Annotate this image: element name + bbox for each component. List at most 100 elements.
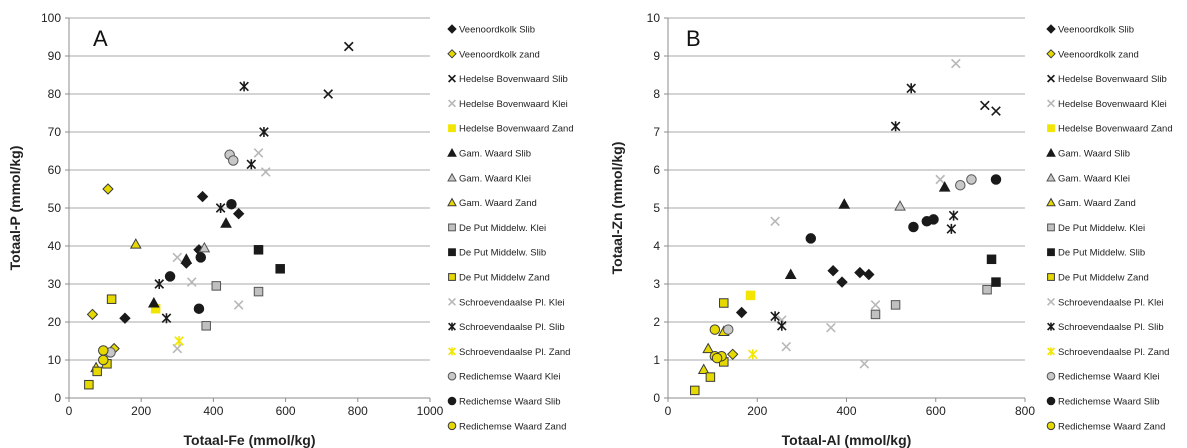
data-point [982, 284, 992, 295]
data-point [711, 352, 723, 364]
legend-marker [1047, 223, 1055, 232]
legend-marker [1047, 273, 1055, 281]
panel-letter: A [93, 26, 108, 51]
legend-marker [1046, 147, 1056, 157]
x-tick-label: 400 [836, 404, 856, 418]
x-tick-label: 200 [747, 404, 767, 418]
data-point [129, 238, 142, 249]
data-point [990, 174, 1002, 185]
y-tick-label: 4 [653, 239, 660, 253]
data-point [870, 300, 881, 310]
legend-label: Hedelse Bovenwaard Slib [1058, 74, 1167, 85]
y-tick-label: 10 [48, 353, 62, 367]
y-tick-label: 0 [54, 391, 61, 405]
x-tick-label: 800 [348, 404, 368, 418]
legend-label: Schroevendaalse Pl. Zand [459, 347, 570, 358]
legend-label: Redichemse Waard Slib [459, 397, 561, 408]
data-point [215, 203, 226, 213]
y-tick-label: 1 [653, 353, 660, 367]
data-point [726, 348, 739, 361]
legend-label: Schroevendaalse Pl. Slib [459, 322, 565, 333]
data-point [838, 198, 851, 209]
data-point [722, 324, 734, 335]
data-point [890, 121, 901, 132]
data-point [198, 241, 211, 253]
legend-label: Gam. Waard Slib [459, 149, 531, 160]
data-point [921, 216, 933, 227]
y-tick-label: 10 [647, 11, 661, 25]
data-point [870, 309, 881, 320]
y-tick-label: 2 [653, 315, 660, 329]
data-point [98, 354, 109, 366]
data-point [938, 181, 951, 192]
data-point [253, 286, 264, 297]
x-tick-label: 400 [203, 404, 223, 418]
data-point [805, 233, 817, 244]
legend-label: De Put Middelw. Klei [1058, 223, 1145, 234]
legend-marker [1046, 197, 1056, 207]
legend-label: Redichemse Waard Klei [1058, 372, 1160, 383]
y-tick-label: 3 [653, 277, 660, 291]
legend-marker [448, 74, 456, 83]
y-tick-label: 100 [41, 11, 61, 25]
y-tick-label: 7 [653, 125, 660, 139]
data-point [946, 223, 957, 234]
legend-label: Redichemse Waard Slib [1058, 397, 1160, 408]
legend-marker [1046, 49, 1056, 59]
data-point [226, 198, 237, 210]
legend-label: Gam. Waard Zand [1058, 198, 1136, 209]
data-point [991, 106, 1001, 116]
data-point [232, 207, 245, 220]
data-point [894, 200, 906, 211]
data-point [201, 321, 211, 331]
legend: Veenoordkolk Slib Veenoordkolk zand Hedels… [447, 24, 574, 432]
legend-label: De Put Middelw. Slib [459, 248, 546, 259]
legend-label: Schroevendaalse Pl. Zand [1058, 347, 1169, 358]
y-tick-label: 70 [48, 125, 62, 139]
legend-marker [447, 396, 457, 406]
legend-label: Gam. Waard Klei [1058, 173, 1130, 184]
data-point [935, 174, 946, 185]
y-tick-label: 8 [653, 87, 660, 101]
legend-label: Hedelse Bovenwaard Zand [459, 124, 574, 135]
legend-marker [448, 273, 456, 281]
legend-label: Redichemse Waard Zand [1058, 421, 1165, 432]
legend-label: Schroevendaalse Pl. Klei [459, 297, 565, 308]
data-point [174, 336, 184, 346]
data-point [697, 363, 710, 374]
legend-label: Redichemse Waard Klei [459, 372, 561, 383]
data-point [709, 324, 721, 335]
data-point [196, 190, 209, 203]
x-axis-title: Totaal-Al (mmol/kg) [782, 432, 912, 448]
data-point [836, 276, 848, 288]
legend-marker [1047, 297, 1055, 306]
y-tick-label: 0 [653, 391, 660, 405]
legend-marker [448, 347, 456, 356]
legend-label: Hedelse Bovenwaard Zand [1058, 124, 1173, 135]
x-tick-label: 0 [66, 404, 73, 418]
chart-panel-b: 0 1 2 3 4 5 6 7 8 9 10 0 200 400 600 800 Totaal-Al (mmol… [609, 11, 1173, 448]
legend-marker [447, 49, 457, 59]
data-point [86, 308, 99, 321]
data-point [826, 322, 836, 333]
legend-marker [447, 197, 457, 207]
data-point [735, 306, 748, 319]
data-point [863, 268, 875, 281]
data-point [827, 264, 839, 277]
y-tick-label: 50 [48, 201, 62, 215]
legend-label: Gam. Waard Klei [459, 173, 531, 184]
x-tick-label: 1000 [417, 404, 444, 418]
legend-marker [447, 172, 457, 182]
data-point [164, 271, 176, 282]
data-point [890, 300, 901, 310]
data-point [745, 290, 756, 301]
legend-label: Hedelse Bovenwaard Klei [459, 99, 568, 110]
data-point [161, 313, 172, 324]
legend-marker [448, 248, 456, 257]
data-point [784, 268, 797, 279]
data-point [98, 345, 109, 356]
legend-marker [1047, 347, 1055, 356]
data-point [233, 300, 244, 310]
data-point [991, 277, 1001, 287]
